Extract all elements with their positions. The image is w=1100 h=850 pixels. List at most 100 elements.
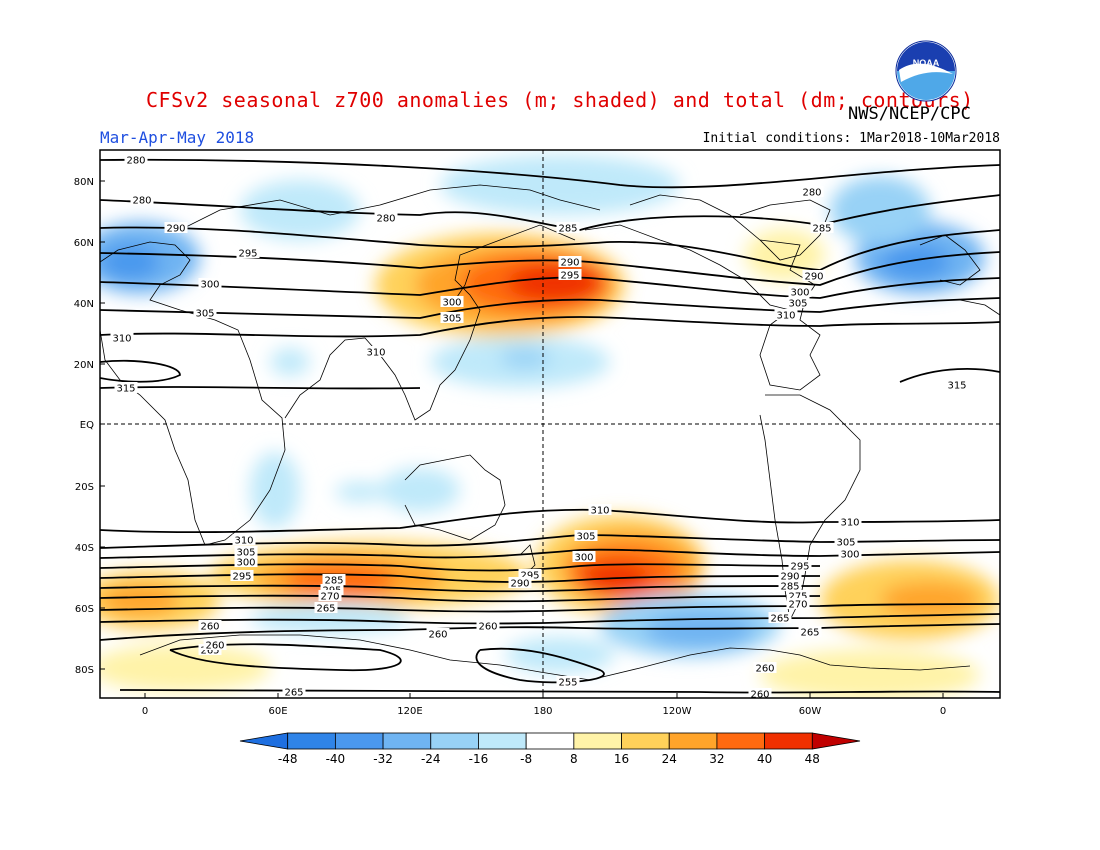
svg-text:260: 260 (428, 630, 447, 641)
anomaly-shade (100, 644, 270, 692)
svg-text:265: 265 (800, 628, 819, 639)
contour-label: 310 (110, 332, 134, 345)
contour-label: 280 (130, 194, 154, 207)
colorbar-box (716, 732, 766, 750)
contour-line (100, 359, 181, 383)
svg-text:310: 310 (366, 348, 385, 359)
latitude-labels: 80N 60N 40N 20N EQ 20S 40S 60S 80S (74, 177, 105, 676)
contour-label: 310 (588, 504, 612, 517)
contour-label: 260 (203, 639, 227, 652)
svg-text:260: 260 (478, 622, 497, 633)
contour-label: 300 (198, 278, 222, 291)
colorbar-arrow-high (811, 732, 861, 750)
height-contours (100, 158, 1000, 694)
longitude-label: 60W (799, 706, 822, 717)
contour-line (100, 226, 1000, 271)
colorbar-label: -8 (520, 752, 532, 766)
colorbar-box (430, 732, 479, 750)
noaa-logo-text: NOAA (913, 58, 940, 68)
contour-label: 310 (774, 309, 798, 322)
svg-text:300: 300 (442, 298, 461, 309)
contour-label: 285 (810, 222, 834, 235)
colorbar-boxes (239, 732, 861, 750)
contour-line (169, 643, 402, 672)
svg-text:295: 295 (520, 571, 539, 582)
contour-label: 260 (753, 662, 777, 675)
contour-line (100, 594, 821, 603)
contour-line (100, 386, 421, 390)
contour-label: 295 (236, 247, 260, 260)
anomaly-shade (760, 649, 980, 698)
colorbar-label: 16 (614, 752, 629, 766)
svg-text:310: 310 (776, 311, 795, 322)
colorbar-labels: -48 -40 -32 -24 -16 -8 8 16 24 32 40 48 (278, 752, 820, 766)
colorbar-label: 24 (662, 752, 677, 766)
colorbar-box (287, 732, 336, 750)
contour-label: 260 (748, 688, 772, 701)
coastline (454, 269, 471, 301)
coastline (404, 454, 506, 541)
latitude-label: 80N (74, 177, 94, 188)
longitude-label: 60E (268, 706, 287, 717)
svg-text:285: 285 (558, 224, 577, 235)
svg-text:290: 290 (510, 579, 529, 590)
contour-line (100, 508, 1000, 534)
contour-label: 305 (440, 312, 464, 325)
anomaly-shade (500, 348, 550, 368)
svg-text:290: 290 (560, 258, 579, 269)
contour-label: 260 (198, 620, 222, 633)
svg-text:280: 280 (126, 156, 145, 167)
latitude-label: 20S (75, 482, 94, 493)
svg-text:315: 315 (116, 384, 135, 395)
contour-label: 265 (798, 626, 822, 639)
latitude-label: 60S (75, 604, 94, 615)
contour-label: 270 (318, 590, 342, 603)
contour-label: 285 (322, 574, 346, 587)
longitude-labels: 0 60E 120E 180 120W 60W 0 (142, 693, 946, 717)
svg-text:280: 280 (376, 214, 395, 225)
contour-label: 285 (778, 580, 802, 593)
contour-line (100, 158, 1000, 189)
contour-label: 265 (768, 612, 792, 625)
latitude-label: 80S (75, 665, 94, 676)
latitude-label: EQ (80, 420, 94, 431)
colorbar-arrow-low (239, 732, 289, 750)
contour-label: 290 (508, 577, 532, 590)
contour-line (100, 584, 821, 593)
svg-text:260: 260 (750, 690, 769, 701)
contour-label: 260 (426, 628, 450, 641)
noaa-logo: NOAA (895, 40, 957, 102)
contour-label: 290 (778, 570, 802, 583)
contour-label: 300 (572, 551, 596, 564)
contour-line (100, 194, 1000, 231)
contour-line (899, 368, 1000, 383)
svg-text:265: 265 (316, 604, 335, 615)
contour-line (100, 276, 1000, 299)
svg-text:300: 300 (574, 553, 593, 564)
anomaly-shade (880, 582, 980, 618)
svg-text:295: 295 (232, 572, 251, 583)
colorbar-label: 40 (757, 752, 772, 766)
colorbar-label: 32 (709, 752, 724, 766)
svg-text:270: 270 (320, 592, 339, 603)
coastline (959, 299, 1000, 316)
initial-conditions-label: Initial conditions: 1Mar2018-10Mar2018 (702, 131, 1000, 146)
coastline (179, 184, 601, 231)
contour-label: 305 (574, 530, 598, 543)
contour-label: 290 (802, 270, 826, 283)
contour-label: 280 (800, 186, 824, 199)
contour-label: 295 (230, 570, 254, 583)
svg-text:285: 285 (324, 576, 343, 587)
contour-label: 260 (476, 620, 500, 633)
svg-text:300: 300 (200, 280, 219, 291)
svg-text:295: 295 (790, 562, 809, 573)
svg-text:305: 305 (236, 548, 255, 559)
svg-text:290: 290 (780, 572, 799, 583)
colorbar-label: -32 (373, 752, 393, 766)
contour-label: 295 (558, 269, 582, 282)
contour-label: 295 (518, 569, 542, 582)
contour-label: 310 (364, 346, 388, 359)
colorbar-box (668, 732, 718, 750)
svg-text:305: 305 (836, 538, 855, 549)
